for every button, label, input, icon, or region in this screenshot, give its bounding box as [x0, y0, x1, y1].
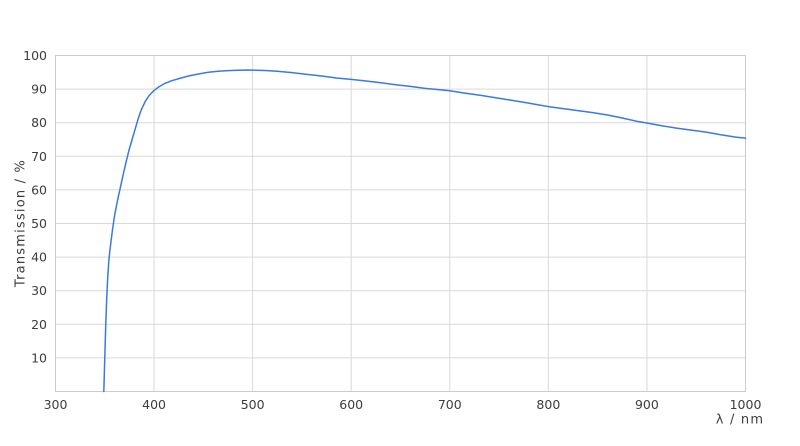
x-tick-label: 700 — [438, 397, 462, 412]
x-tick-label: 800 — [536, 397, 560, 412]
x-tick-label: 500 — [241, 397, 265, 412]
y-tick-label: 80 — [31, 115, 47, 130]
y-tick-label: 50 — [31, 216, 47, 231]
plot-frame — [55, 55, 746, 392]
y-tick-label: 70 — [31, 149, 47, 164]
y-tick-label: 60 — [31, 182, 47, 197]
y-tick-label: 30 — [31, 283, 47, 298]
x-tick-label: 900 — [635, 397, 659, 412]
y-tick-label: 20 — [31, 317, 47, 332]
x-tick-label: 600 — [339, 397, 363, 412]
y-tick-label: 10 — [31, 350, 47, 365]
y-axis-title: Transmission / % — [13, 158, 29, 288]
y-tick-label: 40 — [31, 250, 47, 265]
y-tick-label: 100 — [23, 48, 47, 63]
x-tick-label: 300 — [44, 397, 68, 412]
x-axis-title: λ / nm — [715, 412, 765, 428]
transmission-line — [103, 69, 747, 393]
x-tick-label: 1000 — [730, 397, 762, 412]
x-tick-label: 400 — [142, 397, 166, 412]
y-tick-label: 90 — [31, 82, 47, 97]
